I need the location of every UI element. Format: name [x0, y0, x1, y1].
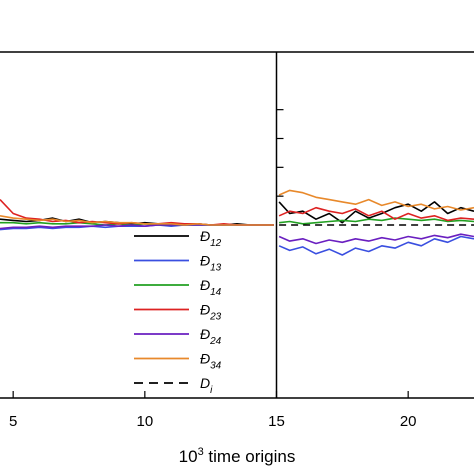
x-axis-title: 103 time origins	[179, 446, 296, 466]
legend: Đ12 Đ13 Đ14 Đ23 Đ24 Đ34 Di	[134, 228, 222, 396]
x-tick-label-1: 10	[136, 413, 153, 430]
x-tick-label-2: 15	[268, 413, 285, 430]
legend-label-5: Đ34	[200, 351, 222, 372]
legend-label-3: Đ23	[200, 302, 222, 323]
x-axis-title-rest: time origins	[204, 447, 296, 466]
x-tick-label-3: 20	[400, 413, 417, 430]
x-axis-title-exp: 3	[198, 446, 204, 458]
series-d23-line-0	[0, 199, 274, 226]
series-d14-line-1	[279, 217, 474, 225]
ticks-layer: 5 10 15 20	[9, 109, 417, 430]
x-tick-label-0: 5	[9, 413, 17, 430]
x-axis-title-base: 10	[179, 447, 198, 466]
series-d13-line-1	[278, 235, 474, 256]
legend-label-0: Đ12	[200, 228, 222, 249]
legend-label-2: Đ14	[200, 277, 222, 298]
legend-label-6: Di	[200, 375, 213, 396]
series-d34-line-0	[0, 215, 274, 226]
series-d23-line-1	[278, 206, 474, 222]
series-layer	[0, 189, 474, 256]
series-d24-line-1	[278, 233, 474, 245]
legend-label-1: Đ13	[200, 253, 222, 274]
series-d34-line-1	[278, 189, 474, 211]
legend-label-4: Đ24	[200, 326, 222, 347]
